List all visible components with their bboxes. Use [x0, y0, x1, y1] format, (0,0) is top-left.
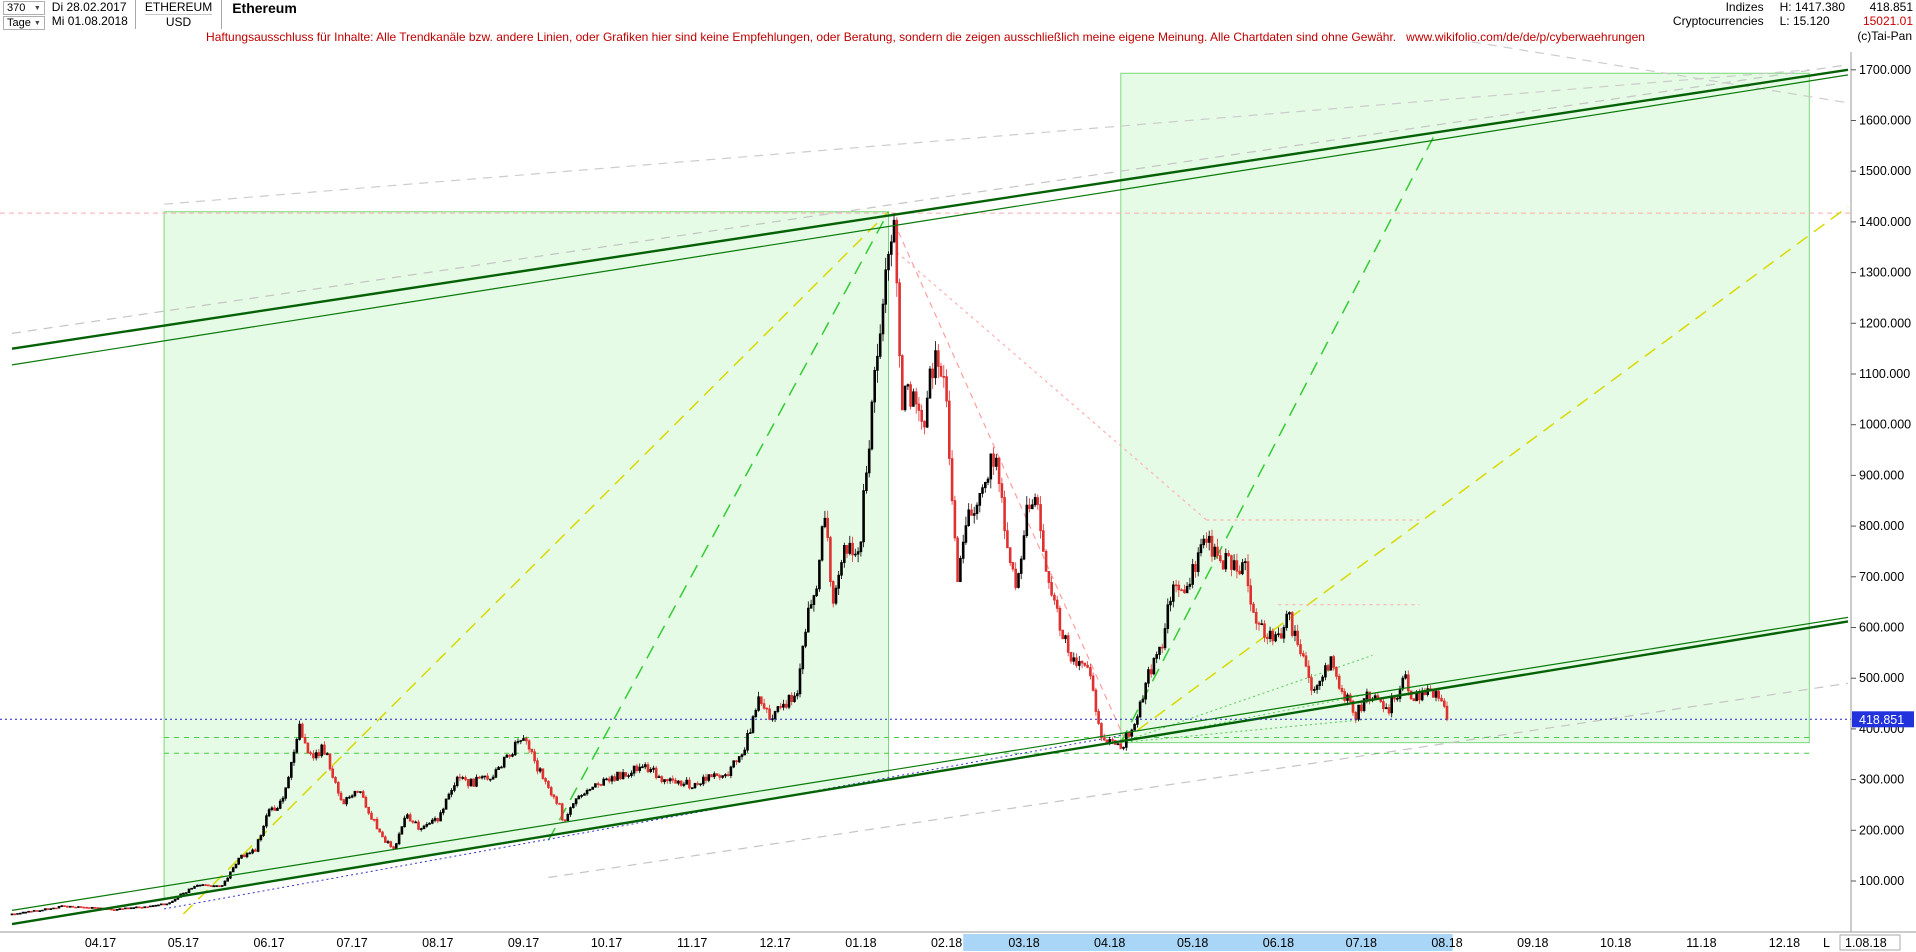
svg-text:08.18: 08.18 — [1431, 936, 1462, 950]
svg-text:01.18: 01.18 — [845, 936, 876, 950]
period-unit-select[interactable]: Tage ▼ — [3, 16, 45, 30]
header-volume-value: 15021.01 — [1862, 14, 1913, 28]
svg-text:1000.000: 1000.000 — [1859, 418, 1911, 432]
svg-text:04.18: 04.18 — [1094, 936, 1125, 950]
candles-up — [10, 213, 1438, 916]
svg-text:06.17: 06.17 — [253, 936, 284, 950]
svg-text:700.000: 700.000 — [1859, 570, 1904, 584]
svg-text:09.18: 09.18 — [1517, 936, 1548, 950]
svg-text:05.18: 05.18 — [1177, 936, 1208, 950]
y-axis-labels: 100.000200.000300.000400.000500.000600.0… — [1851, 63, 1911, 888]
svg-text:1300.000: 1300.000 — [1859, 266, 1911, 280]
svg-text:900.000: 900.000 — [1859, 468, 1904, 482]
svg-text:02.18: 02.18 — [931, 936, 962, 950]
svg-text:04.17: 04.17 — [85, 936, 116, 950]
yellow-trendline-1 — [182, 211, 890, 915]
svg-text:11.18: 11.18 — [1686, 936, 1716, 950]
trend-channel-lines — [0, 68, 1851, 926]
svg-text:600.000: 600.000 — [1859, 621, 1904, 635]
symbol-name: ETHEREUM — [144, 0, 213, 15]
svg-text:100.000: 100.000 — [1859, 874, 1904, 888]
period-count-value: 370 — [7, 1, 26, 14]
period-high-value: H: 1417.380 — [1779, 0, 1845, 14]
chart-header: 370 ▼ Tage ▼ Di 28.02.2017 Mi 01.08.2018… — [0, 0, 1916, 30]
svg-text:12.17: 12.17 — [759, 936, 790, 950]
trend-channel-region-2 — [1120, 72, 1810, 744]
footer-date: 1.08.18 — [1845, 936, 1887, 950]
svg-text:500.000: 500.000 — [1859, 671, 1904, 685]
wikifolio-link[interactable]: www.wikifolio.com/de/de/p/cyberwaehrunge… — [1406, 30, 1645, 44]
pink-downtrend-2 — [896, 251, 1207, 521]
svg-text:10.17: 10.17 — [591, 936, 622, 950]
category-item-cryptocurrencies[interactable]: Cryptocurrencies — [1672, 14, 1764, 28]
period-unit-value: Tage — [7, 16, 31, 29]
footer-date-box — [1839, 934, 1901, 951]
lower-channel-line — [11, 620, 1849, 926]
gray-guide-top — [164, 69, 1810, 205]
upper-channel-line-2 — [11, 74, 1849, 366]
x-axis-labels: 04.17 05.17 06.17 07.17 08.17 09.17 10.17 11.17… — [85, 936, 1800, 950]
chevron-down-icon: ▼ — [33, 4, 41, 12]
range-end-date: Mi 01.08.2018 — [51, 14, 128, 28]
svg-text:418.851: 418.851 — [1859, 713, 1904, 727]
svg-text:03.18: 03.18 — [1008, 936, 1039, 950]
gray-guide-upper — [11, 64, 1849, 334]
svg-text:1700.000: 1700.000 — [1859, 63, 1911, 77]
guide-lines-under — [0, 41, 1851, 915]
instrument-title: Ethereum — [232, 0, 297, 16]
svg-text:200.000: 200.000 — [1859, 823, 1904, 837]
svg-text:05.17: 05.17 — [168, 936, 199, 950]
disclaimer-bar: Haftungsausschluss für Inhalte: Alle Tre… — [0, 30, 1851, 44]
chevron-down-icon: ▼ — [33, 19, 41, 27]
svg-text:06.18: 06.18 — [1263, 936, 1294, 950]
svg-text:10.18: 10.18 — [1600, 936, 1631, 950]
svg-text:07.17: 07.17 — [336, 936, 367, 950]
disclaimer-text: Haftungsausschluss für Inhalte: Alle Tre… — [206, 30, 1397, 44]
svg-text:12.18: 12.18 — [1769, 936, 1800, 950]
svg-text:09.17: 09.17 — [508, 936, 539, 950]
svg-text:08.17: 08.17 — [422, 936, 453, 950]
svg-text:1500.000: 1500.000 — [1859, 164, 1911, 178]
gray-guide-lower — [548, 682, 1849, 879]
svg-text:1600.000: 1600.000 — [1859, 114, 1911, 128]
category-item-indizes[interactable]: Indizes — [1725, 0, 1764, 14]
header-last-price: 418.851 — [1869, 0, 1913, 14]
period-count-select[interactable]: 370 ▼ — [3, 1, 45, 15]
copyright-label: (c)Tai-Pan — [1857, 29, 1912, 43]
range-start-date: Di 28.02.2017 — [51, 0, 127, 14]
green-trendline-1 — [547, 211, 890, 841]
svg-text:300.000: 300.000 — [1859, 773, 1904, 787]
svg-text:11.17: 11.17 — [677, 936, 707, 950]
lower-channel-line-2 — [11, 616, 1849, 911]
timeline-selection-band[interactable] — [963, 934, 1453, 951]
symbol-box: ETHEREUM USD — [134, 0, 223, 29]
last-price-tag: 418.851 — [1852, 711, 1914, 728]
yellow-trendline-2 — [1120, 206, 1849, 744]
svg-text:800.000: 800.000 — [1859, 519, 1904, 533]
svg-text:1100.000: 1100.000 — [1859, 367, 1910, 381]
upper-channel-line — [11, 68, 1849, 350]
svg-text:07.18: 07.18 — [1346, 936, 1377, 950]
svg-text:1200.000: 1200.000 — [1859, 316, 1911, 330]
green-fan-3 — [1120, 718, 1373, 744]
footer-marker: L — [1823, 936, 1830, 950]
trend-channel-region-1 — [163, 211, 889, 900]
pink-downtrend-1 — [893, 221, 1125, 737]
candles-down — [13, 217, 1449, 916]
period-low-value: L: 15.120 — [1779, 14, 1830, 28]
svg-text:1400.000: 1400.000 — [1859, 215, 1911, 229]
symbol-currency: USD — [165, 15, 192, 29]
